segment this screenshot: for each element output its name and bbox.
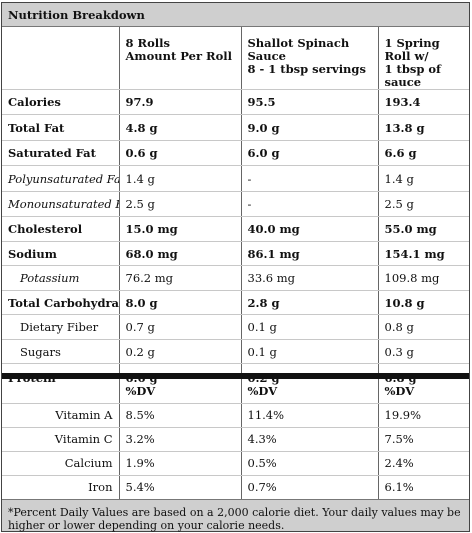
vitamin-row-calcium: Calcium 1.9% 0.5% 2.4% [2, 451, 469, 476]
nutrient-row-sodium: Sodium 68.0 mg 86.1 mg 154.1 mg [2, 241, 469, 266]
vitamin-value: 3.2% [119, 427, 242, 452]
vitamin-value: 19.9% [378, 403, 469, 428]
dv-header-row: %DV %DV %DV [2, 379, 469, 404]
nutrient-row-sugars: Sugars 0.2 g 0.1 g 0.3 g [2, 339, 469, 364]
nutrient-label: Total Fat [2, 114, 120, 141]
vitamin-label: Vitamin C [2, 427, 120, 452]
nutrient-table: 8 Rolls Amount Per Roll Shallot Spinach … [2, 27, 469, 393]
nutrient-label: Potassium [2, 265, 120, 291]
nutrient-row-polyunsaturated-fat: Polyunsaturated Fat 1.4 g - 1.4 g [2, 165, 469, 192]
nutrient-value: 154.1 mg [378, 241, 469, 266]
nutrient-value: 8.0 g [119, 290, 242, 315]
footnote-box: *Percent Daily Values are based on a 2,0… [2, 499, 469, 532]
table-title-bar: Nutrition Breakdown [2, 3, 469, 27]
nutrient-value: 193.4 [378, 89, 469, 115]
vitamin-value: 6.1% [384, 480, 414, 495]
nutrient-row-dietary-fiber: Dietary Fiber 0.7 g 0.1 g 0.8 g [2, 314, 469, 340]
nutrient-row-calories: Calories 97.9 95.5 193.4 [2, 89, 469, 115]
column-header-rolls: 8 Rolls Amount Per Roll [119, 27, 242, 90]
column-header-line1: 1 Spring Roll w/ [384, 36, 440, 63]
nutrient-value: 109.8 mg [378, 265, 469, 291]
vitamin-value: 7.5% [378, 427, 469, 452]
nutrient-value: 0.8 g [378, 314, 469, 340]
nutrient-value: 0.1 g [241, 339, 379, 364]
nutrient-row-monounsaturated-fat: Monounsaturated Fat 2.5 g - 2.5 g [2, 191, 469, 217]
nutrient-value: 10.8 g [378, 290, 469, 315]
nutrient-label: Sodium [2, 241, 120, 266]
nutrient-value: 0.3 g [378, 339, 469, 364]
vitamin-value: 8.5% [119, 403, 242, 428]
vitamin-value: 1.9% [119, 451, 242, 476]
nutrient-value: 1.4 g [119, 165, 242, 192]
vitamin-label: Calcium [2, 451, 120, 476]
nutrient-value: 0.7 g [119, 314, 242, 340]
nutrient-value: 0.1 g [241, 314, 379, 340]
nutrient-value: 2.8 g [241, 290, 379, 315]
nutrient-value: 40.0 mg [241, 216, 379, 242]
nutrient-label: Cholesterol [2, 216, 120, 242]
nutrient-label: Total Carbohydrate [2, 290, 120, 315]
nutrient-value: 4.8 g [119, 114, 242, 141]
nutrient-value: 15.0 mg [119, 216, 242, 242]
nutrient-value: - [241, 165, 379, 192]
column-header-row: 8 Rolls Amount Per Roll Shallot Spinach … [2, 27, 469, 90]
vitamin-value: 4.3% [241, 427, 379, 452]
vitamin-label: Vitamin A [2, 403, 120, 428]
nutrient-label: Monounsaturated Fat [2, 191, 120, 217]
nutrient-value: 2.5 g [119, 191, 242, 217]
nutrient-label: Dietary Fiber [2, 314, 120, 340]
nutrient-value: 1.4 g [378, 165, 469, 192]
nutrient-value: 2.5 g [378, 191, 469, 217]
nutrient-value: 97.9 [119, 89, 242, 115]
header-blank-cell [2, 27, 120, 90]
nutrient-value: 55.0 mg [378, 216, 469, 242]
section-divider [2, 373, 469, 379]
nutrient-label: Calories [2, 89, 120, 115]
vitamin-value: 2.4% [378, 451, 469, 476]
nutrient-value: 6.6 g [378, 140, 469, 166]
nutrient-label: Sugars [2, 339, 120, 364]
nutrient-row-total-fat: Total Fat 4.8 g 9.0 g 13.8 g [2, 114, 469, 141]
nutrient-label: Saturated Fat [2, 140, 120, 166]
column-header-combined: 1 Spring Roll w/ 1 tbsp of sauce [378, 27, 469, 90]
vitamin-row-iron: Iron 5.4% 0.7% 6.1% [2, 475, 469, 499]
nutrient-row-potassium: Potassium 76.2 mg 33.6 mg 109.8 mg [2, 265, 469, 291]
nutrient-value: 76.2 mg [119, 265, 242, 291]
nutrient-value: 95.5 [241, 89, 379, 115]
nutrient-row-cholesterol: Cholesterol 15.0 mg 40.0 mg 55.0 mg [2, 216, 469, 242]
footnote-text: *Percent Daily Values are based on a 2,0… [8, 506, 461, 532]
vitamin-label: Iron [2, 475, 120, 499]
nutrient-row-saturated-fat: Saturated Fat 0.6 g 6.0 g 6.6 g [2, 140, 469, 166]
nutrient-value: 6.0 g [241, 140, 379, 166]
nutrient-value: 68.0 mg [119, 241, 242, 266]
nutrient-value: 9.0 g [241, 114, 379, 141]
nutrient-value: 0.2 g [119, 339, 242, 364]
nutrient-value: - [241, 191, 379, 217]
column-header-line2: 8 - 1 tbsp servings [247, 62, 366, 76]
column-header-line1: 8 Rolls [125, 36, 170, 50]
nutrient-value: 13.8 g [378, 114, 469, 141]
dv-header: %DV [241, 379, 379, 404]
dv-header: %DV [378, 379, 469, 404]
vitamin-value: 11.4% [241, 403, 379, 428]
nutrient-value: 33.6 mg [241, 265, 379, 291]
nutrient-value: 0.6 g [119, 140, 242, 166]
vitamin-value: 0.7% [241, 475, 379, 499]
dv-header-blank [2, 379, 120, 404]
column-header-line1: Shallot Spinach Sauce [247, 36, 350, 63]
column-header-sauce: Shallot Spinach Sauce 8 - 1 tbsp serving… [241, 27, 379, 90]
daily-value-table: %DV %DV %DV Vitamin A 8.5% 11.4% 19.9% V… [2, 379, 469, 499]
nutrient-value: 86.1 mg [241, 241, 379, 266]
table-title: Nutrition Breakdown [8, 8, 145, 22]
vitamin-value: 0.5% [241, 451, 379, 476]
vitamin-row-vitamin-c: Vitamin C 3.2% 4.3% 7.5% [2, 427, 469, 452]
vitamin-value: 5.4% [119, 475, 242, 499]
nutrient-row-total-carbohydrate: Total Carbohydrate 8.0 g 2.8 g 10.8 g [2, 290, 469, 315]
column-header-line2: 1 tbsp of sauce [384, 62, 442, 89]
dv-header: %DV [119, 379, 242, 404]
nutrient-label: Polyunsaturated Fat [2, 165, 120, 192]
column-header-line2: Amount Per Roll [125, 49, 232, 63]
vitamin-row-vitamin-a: Vitamin A 8.5% 11.4% 19.9% [2, 403, 469, 428]
